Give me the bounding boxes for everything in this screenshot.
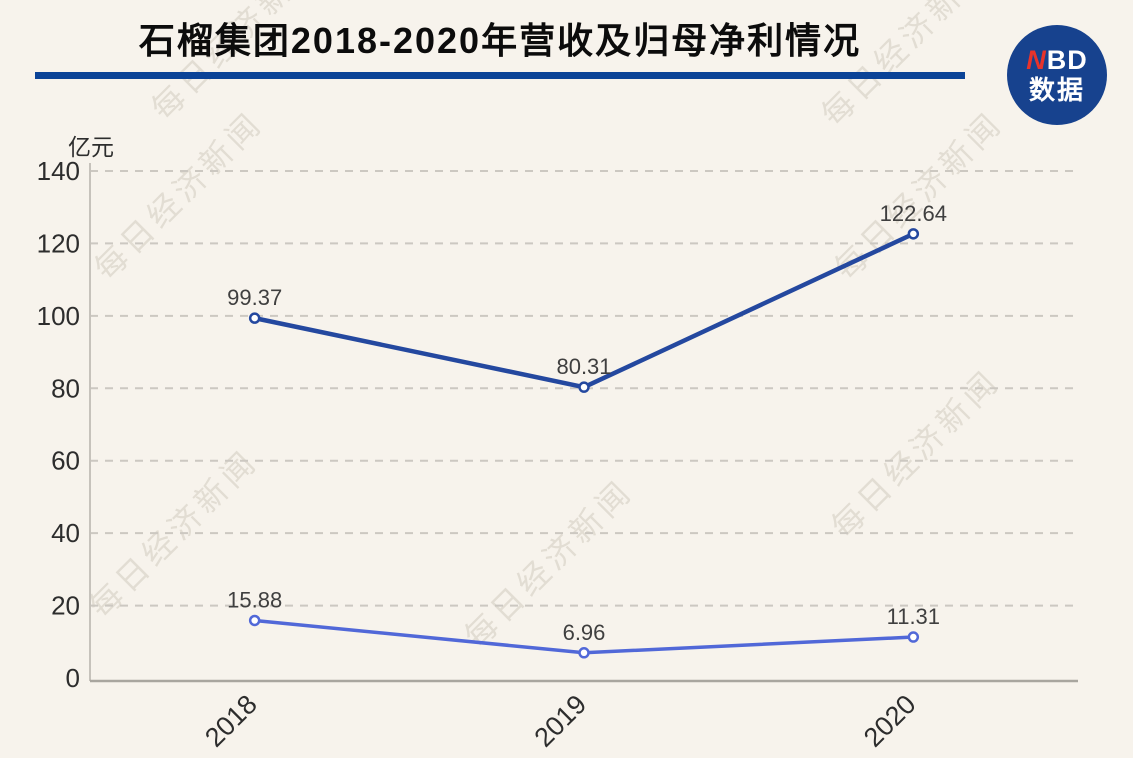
watermark-text: 每日经济新闻 [87,105,269,287]
nbd-logo: NBD 数据 [1007,25,1107,125]
nbd-logo-cn-text: 数据 [1028,74,1085,105]
data-label-net-profit-2019: 6.96 [563,620,606,645]
x-tick-label-2020: 2020 [858,689,922,753]
y-tick-label-80: 80 [51,373,80,403]
y-axis-unit-label: 亿元 [68,134,114,160]
title-underline [35,72,965,79]
y-tick-label-100: 100 [37,301,80,331]
data-point-revenue-2019 [578,381,590,393]
watermark-text: 每日经济新闻 [824,363,1006,545]
y-tick-label-20: 20 [51,591,80,621]
chart-title: 石榴集团2018-2020年营收及归母净利情况 [138,20,862,61]
y-tick-label-0: 0 [66,663,80,693]
data-point-net-profit-2020 [907,631,920,643]
data-point-net-profit-2019 [578,647,590,659]
data-label-revenue-2018: 99.37 [227,285,282,310]
data-label-net-profit-2018: 15.88 [227,587,282,612]
y-tick-label-120: 120 [37,228,80,258]
watermark-text: 每日经济新闻 [457,473,639,655]
data-label-revenue-2019: 80.31 [556,354,611,379]
nbd-logo-letter-n: N [1026,45,1047,76]
nbd-logo-wordmark: NBD [1026,46,1088,75]
y-tick-label-140: 140 [37,156,80,186]
data-label-net-profit-2020: 11.31 [887,604,940,629]
data-point-revenue-2020 [907,228,920,240]
data-point-revenue-2018 [248,312,261,324]
y-tick-label-60: 60 [51,446,80,476]
data-label-revenue-2020: 122.64 [880,201,947,226]
nbd-logo-letters-bd: BD [1046,45,1088,76]
data-point-net-profit-2018 [248,614,261,627]
x-tick-label-2019: 2019 [529,689,593,753]
y-tick-label-40: 40 [51,518,80,548]
x-tick-label-2018: 2018 [199,689,263,753]
